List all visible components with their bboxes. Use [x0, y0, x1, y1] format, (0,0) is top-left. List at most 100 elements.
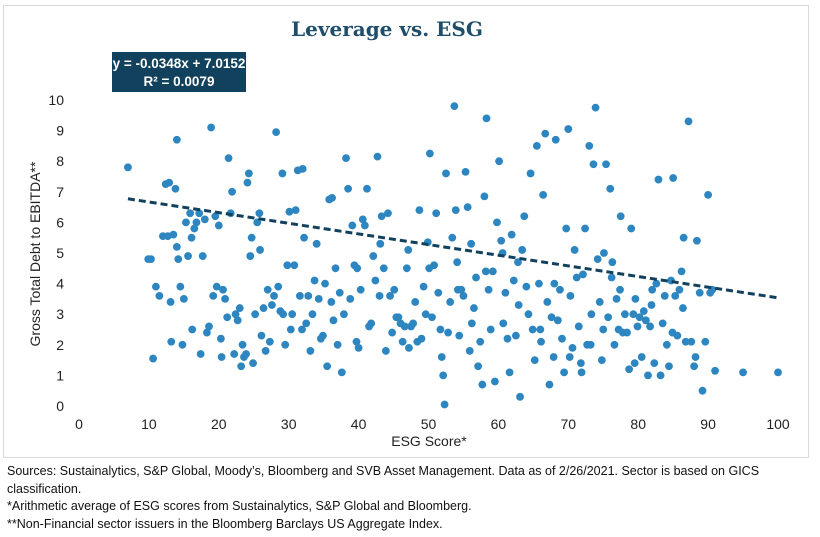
data-point: [662, 340, 671, 349]
data-point: [507, 230, 516, 239]
data-point: [327, 298, 336, 306]
data-point: [335, 288, 344, 297]
data-point: [442, 169, 450, 178]
data-point: [693, 236, 701, 245]
y-tick-label: 6: [56, 214, 64, 230]
data-point: [568, 343, 577, 352]
data-point: [195, 209, 204, 218]
data-point: [679, 304, 687, 312]
data-point: [536, 325, 545, 334]
data-point: [739, 368, 747, 377]
data-point: [400, 322, 409, 331]
data-point: [537, 337, 545, 346]
data-point: [219, 285, 227, 294]
data-point: [346, 295, 355, 303]
data-point: [231, 310, 240, 319]
footnotes: Sources: Sustainalytics, S&P Global, Moo…: [7, 463, 815, 533]
data-point: [679, 233, 688, 242]
data-point: [564, 125, 573, 133]
data-point: [144, 255, 153, 264]
data-point: [182, 218, 190, 227]
data-point: [637, 353, 646, 361]
data-point: [321, 279, 329, 288]
data-point: [528, 325, 537, 334]
data-point: [167, 337, 176, 346]
data-point: [348, 221, 357, 230]
data-point: [246, 252, 255, 260]
data-point: [257, 331, 266, 340]
data-point: [409, 319, 418, 328]
data-point: [176, 282, 185, 291]
data-point: [481, 267, 490, 276]
data-point: [179, 295, 188, 303]
data-point: [224, 154, 233, 163]
trendline: [127, 197, 779, 300]
data-point: [172, 135, 181, 144]
data-point: [331, 264, 340, 273]
data-point: [205, 322, 213, 331]
data-point: [319, 331, 327, 340]
data-point: [360, 221, 369, 230]
data-point: [290, 261, 299, 270]
data-point: [375, 291, 384, 300]
data-point: [446, 298, 455, 306]
data-point: [650, 359, 659, 368]
data-point: [249, 359, 257, 368]
y-tick-label: 0: [56, 398, 64, 414]
y-axis-title: Gross Total Debt to EBITDA**: [27, 161, 43, 346]
data-point: [214, 221, 223, 230]
data-point: [439, 371, 448, 380]
data-point: [641, 316, 650, 325]
y-tick-label: 5: [56, 245, 64, 261]
data-point: [671, 291, 680, 300]
data-point: [687, 337, 696, 346]
x-axis-title: ESG Score*: [391, 433, 467, 449]
data-point: [576, 359, 585, 368]
y-tick-label: 4: [56, 276, 64, 292]
data-point: [238, 340, 247, 349]
data-point: [526, 169, 535, 178]
data-point: [493, 218, 501, 227]
data-point: [558, 334, 566, 343]
data-point: [593, 255, 602, 264]
data-point: [285, 207, 294, 216]
data-point: [646, 322, 654, 331]
data-point: [524, 310, 533, 319]
data-point: [295, 291, 304, 300]
data-point: [253, 218, 262, 227]
data-point: [616, 285, 624, 294]
data-point: [310, 276, 319, 285]
data-point: [668, 328, 677, 337]
data-point: [200, 215, 209, 224]
data-point: [463, 203, 472, 212]
data-point: [623, 328, 631, 337]
y-tick-label: 3: [56, 306, 64, 322]
data-point: [484, 285, 493, 294]
data-point: [155, 291, 164, 300]
data-point: [665, 362, 673, 371]
x-tick-label: 80: [630, 416, 646, 432]
data-point: [497, 236, 506, 245]
data-point: [171, 184, 180, 193]
data-point: [597, 356, 606, 364]
data-point: [333, 340, 342, 349]
data-point: [530, 356, 539, 364]
data-point: [415, 206, 424, 215]
y-tick-label: 2: [56, 337, 64, 353]
data-point: [599, 325, 608, 334]
data-point: [455, 331, 464, 340]
data-point: [306, 347, 315, 355]
x-tick-label: 90: [700, 416, 716, 432]
esg-score-note: *Arithmetic average of ESG scores from S…: [7, 499, 472, 513]
y-tick-label: 10: [48, 92, 64, 108]
data-point: [172, 242, 181, 251]
data-point: [244, 169, 253, 178]
data-point: [549, 353, 558, 361]
data-point: [384, 209, 392, 218]
data-point: [470, 304, 478, 312]
data-point: [476, 337, 485, 346]
data-point: [503, 334, 512, 343]
data-point: [432, 209, 441, 218]
data-point: [625, 365, 634, 374]
leverage-note: **Non-Financial sector issuers in the Bl…: [7, 516, 443, 531]
